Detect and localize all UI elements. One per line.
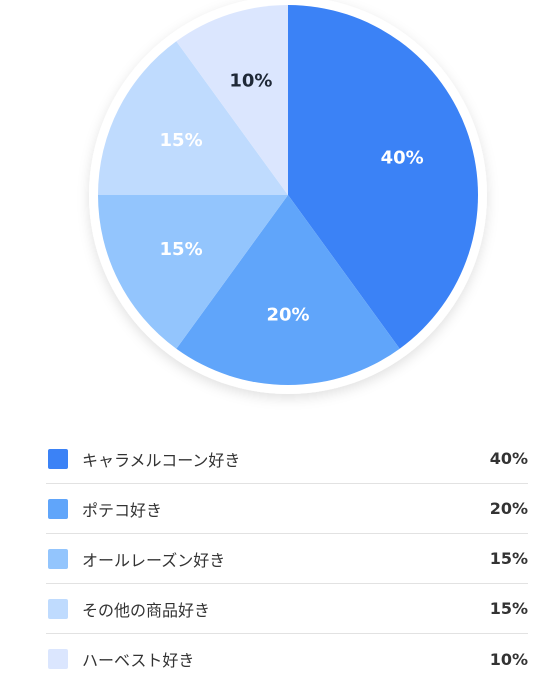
slice-label: 15% bbox=[160, 130, 203, 151]
pie-slice bbox=[176, 195, 400, 386]
legend-label: ポテコ好き bbox=[82, 500, 163, 520]
legend-swatch bbox=[48, 649, 68, 669]
pie-slice bbox=[176, 5, 288, 195]
pie-slice bbox=[98, 41, 288, 195]
legend-label: キャラメルコーン好き bbox=[82, 450, 241, 470]
legend-swatch bbox=[48, 598, 68, 619]
legend-value: 15% bbox=[489, 549, 528, 568]
legend: キャラメルコーン好き 40% ポテコ好き 20% オールレーズン好き 15% そ… bbox=[46, 434, 528, 684]
pie-slice bbox=[288, 5, 478, 349]
legend-swatch bbox=[48, 498, 68, 519]
legend-label: その他の商品好き bbox=[82, 600, 211, 620]
legend-item: オールレーズン好き 15% bbox=[46, 534, 528, 584]
slice-label: 40% bbox=[381, 147, 424, 168]
legend-swatch bbox=[48, 448, 68, 469]
slice-label: 15% bbox=[160, 239, 203, 260]
legend-item: その他の商品好き 15% bbox=[46, 584, 528, 634]
legend-item: キャラメルコーン好き 40% bbox=[46, 434, 528, 484]
slice-label: 10% bbox=[229, 70, 272, 91]
legend-value: 40% bbox=[489, 449, 528, 468]
legend-value: 10% bbox=[489, 649, 528, 669]
legend-value: 15% bbox=[489, 599, 528, 618]
legend-label: ハーベスト好き bbox=[82, 651, 195, 670]
legend-label: オールレーズン好き bbox=[82, 550, 226, 570]
slice-label: 20% bbox=[266, 305, 309, 326]
pie-chart: 40% 20% 15% 15% 10% bbox=[89, 0, 487, 394]
legend-item: ポテコ好き 20% bbox=[46, 484, 528, 534]
legend-swatch bbox=[48, 548, 68, 569]
legend-item: ハーベスト好き 10% bbox=[46, 634, 528, 684]
legend-value: 20% bbox=[489, 499, 528, 518]
pie-slice bbox=[98, 195, 288, 349]
